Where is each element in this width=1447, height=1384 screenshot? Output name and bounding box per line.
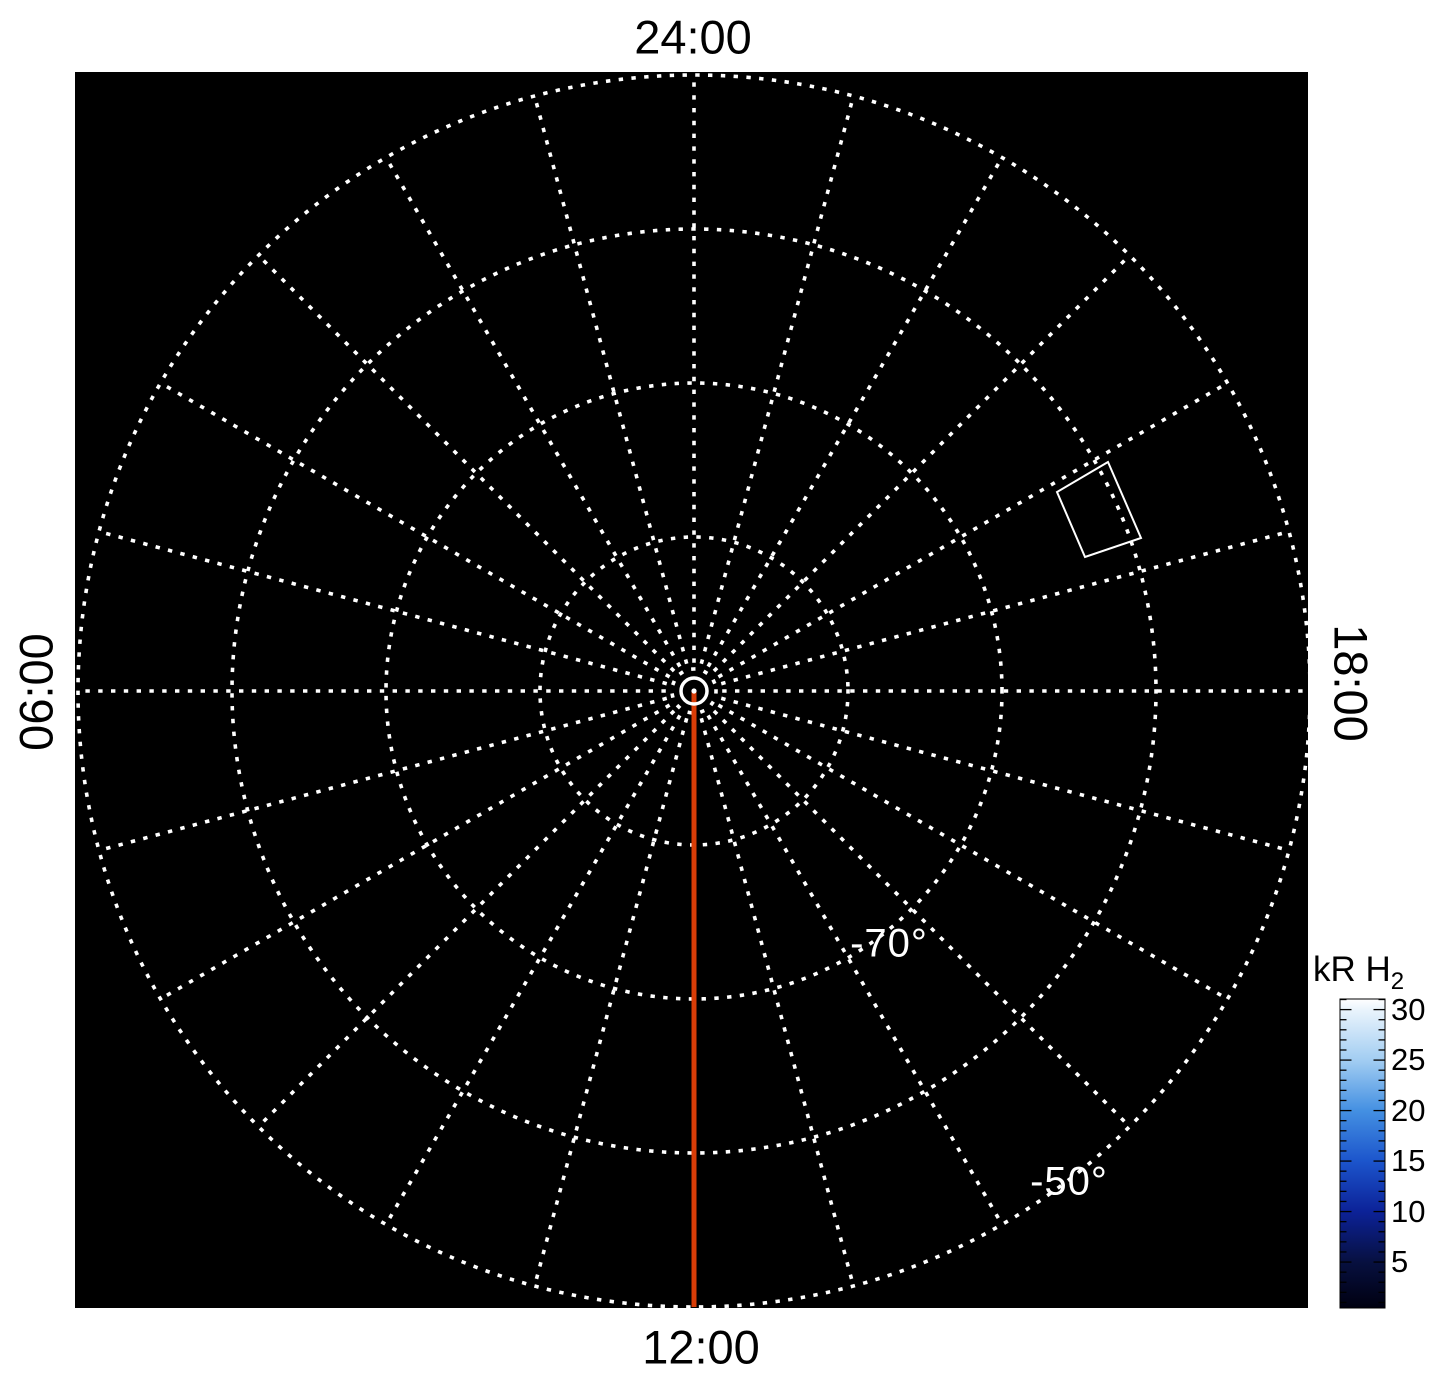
grid-circle-lat-50 [76, 73, 1308, 1308]
grid-meridian [96, 529, 668, 686]
hour-label-2400: 24:00 [634, 10, 752, 64]
colorbar-title: kR H2 [1313, 950, 1404, 996]
grid-meridian [717, 380, 1230, 679]
hour-label-1200: 12:00 [642, 1320, 760, 1374]
grid-meridian [720, 529, 1292, 686]
grid-meridian [720, 696, 1292, 853]
colorbar-title-main: kR H [1313, 950, 1391, 989]
grid-meridian [255, 252, 676, 673]
grid-meridian [532, 717, 689, 1289]
grid-circle-lat-60 [230, 227, 1158, 1155]
grid-circle-inner [670, 667, 718, 715]
pole-marker-dot [691, 688, 697, 694]
grid-meridian [158, 703, 671, 1002]
grid-meridian [532, 93, 689, 665]
colorbar-tick-label: 15 [1391, 1143, 1426, 1179]
footprint-quad [1055, 460, 1143, 559]
grid-circle-lat-70 [384, 381, 1004, 1001]
polar-grid-svg [75, 72, 1308, 1308]
hour-label-0600: 06:00 [9, 633, 63, 751]
grid-meridian [699, 717, 856, 1289]
grid-meridian [712, 252, 1133, 673]
hour-label-1800: 18:00 [1324, 624, 1378, 742]
grid-meridian [96, 696, 668, 853]
grid-meridian [255, 709, 676, 1130]
grid-meridian [158, 380, 671, 679]
grid-meridian [706, 155, 1005, 668]
plot-area: -70° -50° [75, 72, 1308, 1308]
grid-meridian [699, 93, 856, 665]
latitude-label-50: -50° [1030, 1159, 1108, 1204]
grid-meridian [383, 714, 682, 1227]
colorbar-tick-label: 30 [1391, 991, 1426, 1027]
grid-meridian [706, 714, 1005, 1227]
colorbar [1339, 998, 1386, 1309]
colorbar-gradient [1339, 998, 1386, 1309]
pole-marker-ring [679, 676, 709, 706]
colorbar-tick-label: 10 [1391, 1193, 1426, 1229]
colorbar-tick-label: 25 [1391, 1042, 1426, 1078]
colorbar-tick-label: 5 [1391, 1244, 1409, 1280]
latitude-label-70: -70° [850, 921, 928, 966]
grid-meridian [717, 703, 1230, 1002]
grid-meridian [383, 155, 682, 668]
colorbar-tick-label: 20 [1391, 1092, 1426, 1128]
colorbar-title-subscript: 2 [1390, 968, 1405, 995]
grid-meridian [712, 709, 1133, 1130]
